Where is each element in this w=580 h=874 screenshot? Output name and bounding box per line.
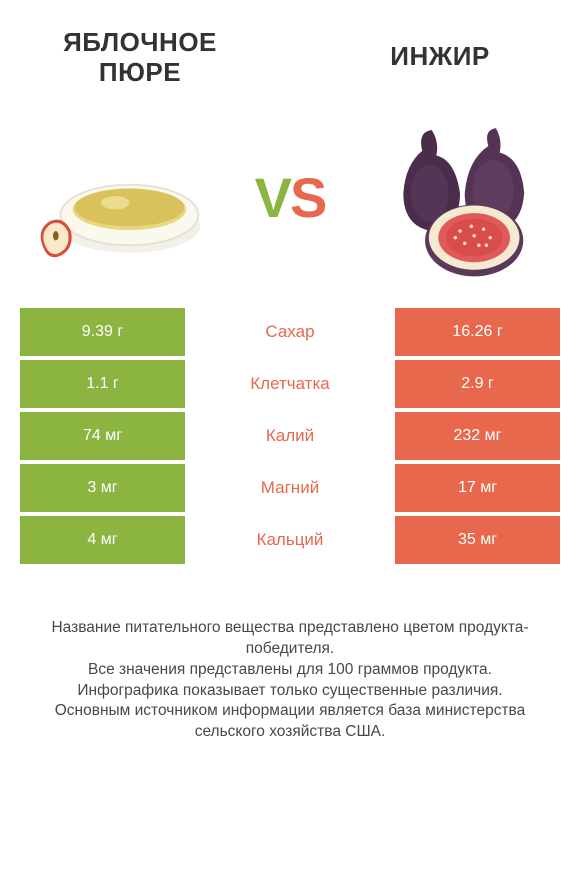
footer-line: Название питательного вещества представл… <box>28 618 552 660</box>
cell-right: 232 мг <box>395 412 560 460</box>
cell-left: 3 мг <box>20 464 185 512</box>
image-right <box>360 108 560 288</box>
images-row: VS <box>0 98 580 308</box>
vs-v: V <box>255 165 290 230</box>
cell-right: 35 мг <box>395 516 560 564</box>
footer: Название питательного вещества представл… <box>0 568 580 744</box>
vs-s: S <box>290 165 325 230</box>
image-left <box>20 108 220 288</box>
table-row: 74 мг Калий 232 мг <box>20 412 560 460</box>
table-row: 1.1 г Клетчатка 2.9 г <box>20 360 560 408</box>
cell-label: Кальций <box>185 516 395 564</box>
footer-line: Инфографика показывает только существенн… <box>28 681 552 702</box>
title-right: Инжир <box>340 42 540 72</box>
table-row: 3 мг Магний 17 мг <box>20 464 560 512</box>
title-left-line1: Яблочное <box>63 27 217 57</box>
cell-left: 9.39 г <box>20 308 185 356</box>
comparison-table: 9.39 г Сахар 16.26 г 1.1 г Клетчатка 2.9… <box>0 308 580 564</box>
footer-line: Все значения представлены для 100 граммо… <box>28 660 552 681</box>
cell-label: Калий <box>185 412 395 460</box>
cell-left: 1.1 г <box>20 360 185 408</box>
cell-left: 4 мг <box>20 516 185 564</box>
cell-left: 74 мг <box>20 412 185 460</box>
footer-line: Основным источником информации является … <box>28 701 552 743</box>
cell-label: Клетчатка <box>185 360 395 408</box>
table-row: 4 мг Кальций 35 мг <box>20 516 560 564</box>
table-row: 9.39 г Сахар 16.26 г <box>20 308 560 356</box>
header: Яблочное пюре Инжир <box>0 0 580 98</box>
vs-badge: VS <box>255 165 326 230</box>
cell-right: 17 мг <box>395 464 560 512</box>
title-left-line2: пюре <box>99 57 181 87</box>
cell-label: Магний <box>185 464 395 512</box>
cell-right: 16.26 г <box>395 308 560 356</box>
cell-label: Сахар <box>185 308 395 356</box>
fig-icon <box>365 113 555 283</box>
title-left: Яблочное пюре <box>40 28 240 88</box>
cell-right: 2.9 г <box>395 360 560 408</box>
applesauce-icon <box>25 113 215 283</box>
